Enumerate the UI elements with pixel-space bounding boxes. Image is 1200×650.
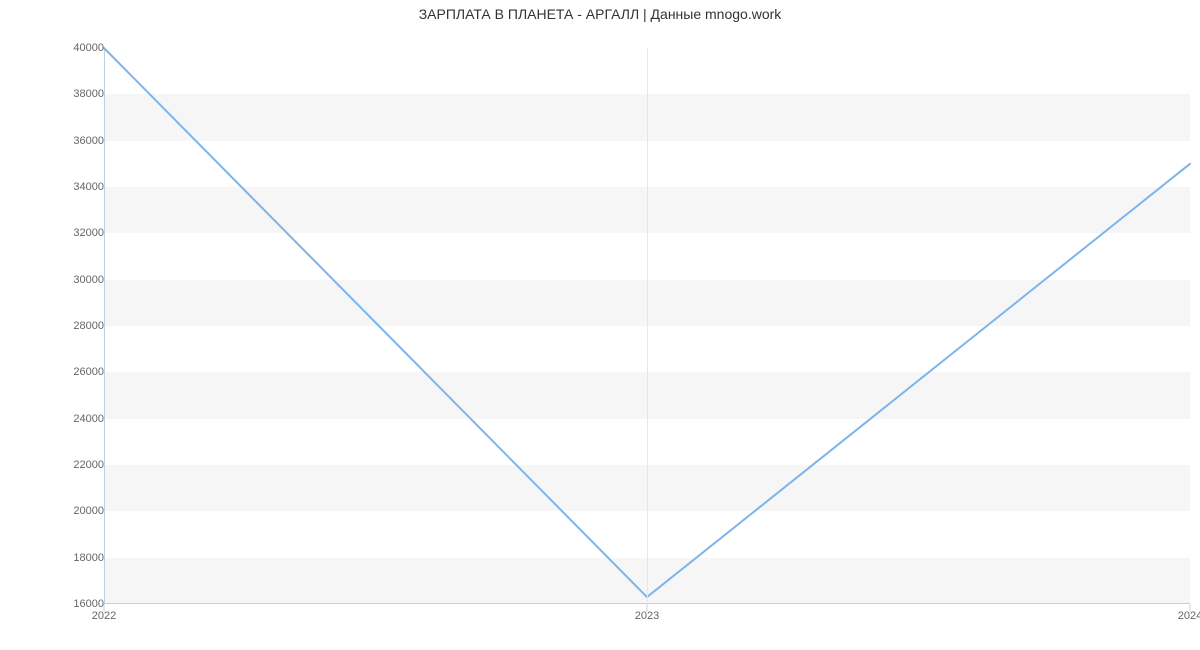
- y-tick-label: 34000: [0, 181, 112, 193]
- y-tick-label: 36000: [0, 135, 112, 147]
- y-tick-label: 28000: [0, 320, 112, 332]
- y-tick-label: 38000: [0, 88, 112, 100]
- y-tick-label: 18000: [0, 552, 112, 564]
- y-tick-label: 32000: [0, 227, 112, 239]
- y-tick-label: 40000: [0, 42, 112, 54]
- y-tick-label: 30000: [0, 274, 112, 286]
- y-tick-label: 26000: [0, 366, 112, 378]
- chart-title: ЗАРПЛАТА В ПЛАНЕТА - АРГАЛЛ | Данные mno…: [0, 6, 1200, 22]
- x-tick-label: 2024: [1178, 604, 1200, 622]
- y-tick-label: 24000: [0, 413, 112, 425]
- x-tick-label: 2022: [92, 604, 116, 622]
- x-gridline: [647, 48, 648, 604]
- y-tick-label: 20000: [0, 505, 112, 517]
- line-chart: ЗАРПЛАТА В ПЛАНЕТА - АРГАЛЛ | Данные mno…: [0, 0, 1200, 650]
- y-tick-label: 22000: [0, 459, 112, 471]
- x-tick-label: 2023: [635, 604, 659, 622]
- plot-area: [104, 48, 1190, 604]
